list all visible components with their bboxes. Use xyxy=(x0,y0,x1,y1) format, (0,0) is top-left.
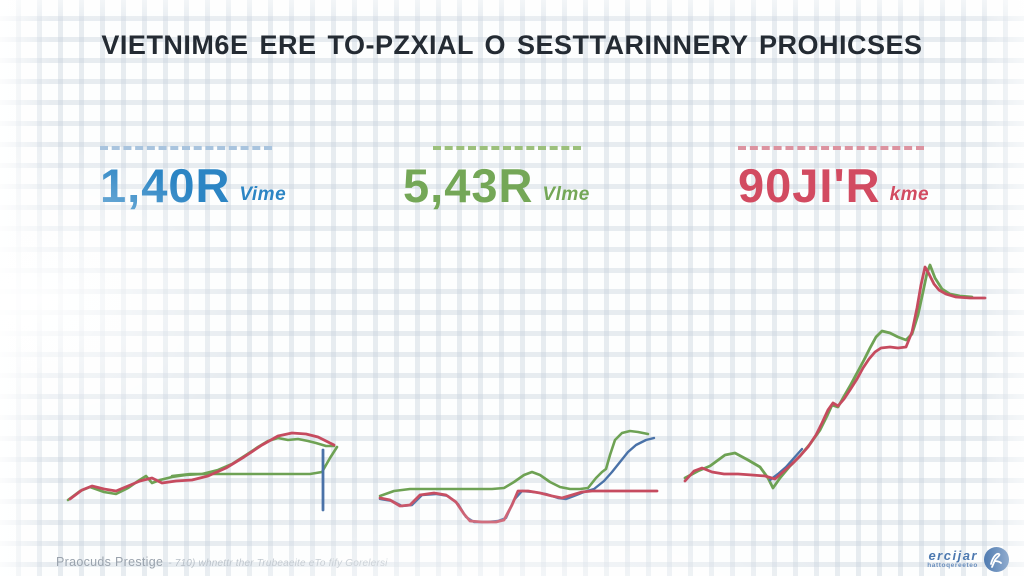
stat-block-2: 5,43R Vlme xyxy=(403,146,590,209)
brand-logo: ercijar hattoqereeteo xyxy=(927,546,1010,573)
stat-value-row: 5,43R Vlme xyxy=(403,162,590,209)
page-title: VIETNIM6E ERE TO-PZXIAL O SESTTARINNERY … xyxy=(101,30,923,60)
dashed-divider-red xyxy=(738,146,924,150)
stat-value-row: 90JI'R kme xyxy=(738,162,929,209)
chart-series-red-rising xyxy=(68,431,336,501)
chart-series-green-flat xyxy=(170,445,339,478)
stat-block-3: 90JI'R kme xyxy=(738,146,929,209)
stat-suffix-1: Vime xyxy=(239,184,287,205)
stat-suffix-2: Vlme xyxy=(542,184,590,205)
footer-caption: Praocuds Prestige - 710) whnettr ther Tru… xyxy=(56,555,388,569)
stat-value-row: 1,40R Vime xyxy=(100,162,286,209)
chart-series-green-steep-climb xyxy=(683,263,974,490)
footer-label: Praocuds Prestige xyxy=(56,555,164,569)
brand-logo-text: ercijar hattoqereeteo xyxy=(927,549,978,570)
chart-series-red-steep-climb xyxy=(683,265,987,483)
chart-series-blue-short-segment xyxy=(768,447,804,482)
chart-series-red-dip-then-flat xyxy=(378,489,659,524)
brand-logo-tagline: hattoqereeteo xyxy=(927,562,978,570)
chart-series-green-bump-then-spike xyxy=(378,429,650,498)
stat-block-1: 1,40R Vime xyxy=(100,146,286,209)
footer-note: - 710) whnettr ther Trubeaeite eTo fify … xyxy=(168,558,388,569)
logo-mark-icon xyxy=(984,547,1009,572)
brand-logo-name: ercijar xyxy=(928,548,978,564)
dashed-divider-green xyxy=(433,146,581,150)
stat-suffix-3: kme xyxy=(889,184,930,205)
line-chart-3 xyxy=(683,263,987,490)
stat-value-1: 1,40R xyxy=(100,159,231,212)
line-chart-2 xyxy=(378,429,659,524)
stat-value-2: 5,43R xyxy=(403,159,534,212)
line-chart-1 xyxy=(66,431,339,512)
stat-value-3: 90JI'R xyxy=(738,159,881,212)
dashed-divider-blue xyxy=(100,146,272,150)
